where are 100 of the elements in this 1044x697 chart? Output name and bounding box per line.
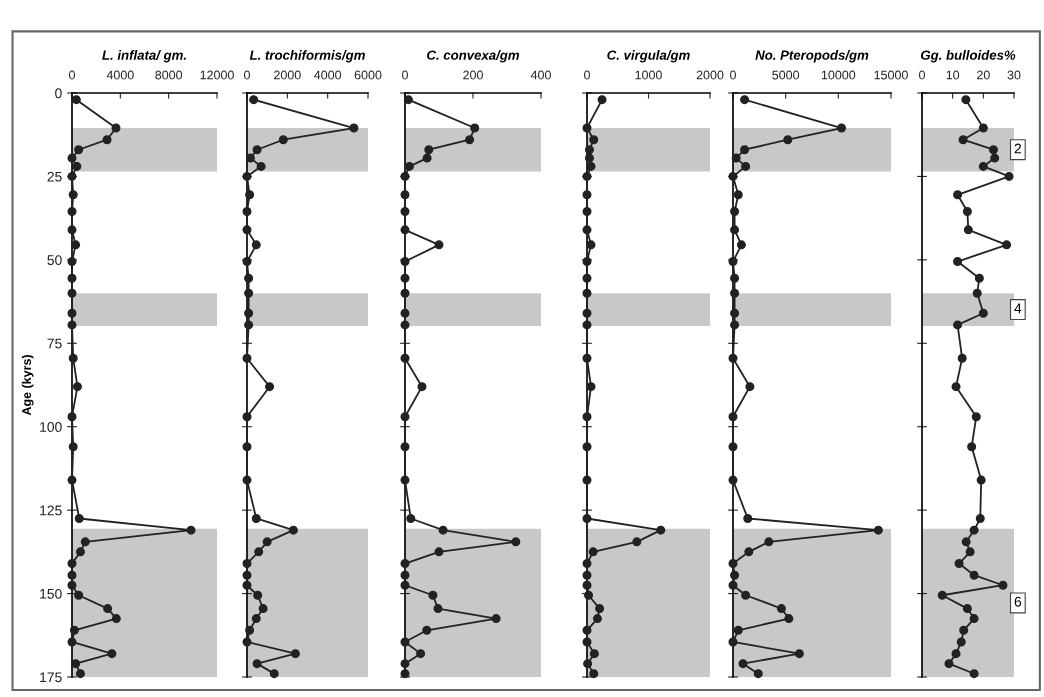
point (584, 145, 594, 155)
point (975, 513, 985, 524)
point (582, 625, 592, 635)
point (836, 123, 847, 133)
point (582, 637, 592, 647)
point (976, 475, 986, 485)
point (582, 123, 592, 133)
point (254, 547, 264, 557)
point (400, 206, 410, 216)
point (953, 320, 963, 330)
point (433, 604, 443, 614)
band-label: 4 (1014, 303, 1022, 314)
point (400, 412, 410, 422)
x-tick-label: 2000 (274, 70, 301, 80)
point (971, 412, 981, 422)
point (730, 206, 740, 216)
point (776, 604, 786, 614)
point (730, 273, 740, 283)
point (962, 604, 972, 614)
x-tick-label: 0 (244, 70, 250, 80)
point (400, 288, 410, 298)
point (584, 153, 594, 163)
chart-title: Gg. bulloides% (921, 50, 1016, 63)
point (242, 412, 252, 422)
point (252, 659, 262, 669)
point (242, 475, 252, 485)
point (582, 412, 592, 422)
point (434, 240, 444, 250)
point (400, 273, 410, 283)
point (753, 669, 763, 679)
point (242, 570, 252, 580)
point (1002, 240, 1012, 250)
point (582, 206, 592, 216)
point (406, 513, 416, 524)
point (728, 580, 738, 590)
point (242, 353, 252, 363)
point (745, 382, 755, 392)
point (428, 590, 438, 600)
point (740, 95, 750, 105)
point (951, 649, 961, 659)
x-tick-label: 10 (946, 70, 960, 80)
point (244, 273, 254, 283)
chart-title: No. Pteropods/gm (755, 50, 869, 63)
y-tick-label: 50 (47, 255, 62, 266)
point (764, 537, 774, 547)
band-label: 6 (1014, 596, 1022, 607)
point (244, 308, 254, 318)
point (582, 570, 592, 580)
point (245, 190, 255, 200)
point (242, 257, 252, 267)
point (632, 537, 642, 547)
point (961, 95, 971, 105)
point (582, 559, 592, 569)
point (730, 320, 740, 330)
point (794, 649, 804, 659)
x-tick-label: 0 (584, 70, 590, 80)
point (253, 590, 263, 600)
point (244, 288, 254, 298)
point (730, 570, 740, 580)
x-tick-label: 20 (977, 70, 990, 80)
point (957, 353, 967, 363)
point (422, 153, 432, 163)
point (728, 637, 738, 647)
point (400, 669, 410, 679)
point (730, 308, 740, 318)
point (582, 225, 592, 235)
point (511, 537, 521, 547)
point (582, 257, 592, 267)
point (417, 382, 427, 392)
point (967, 442, 977, 452)
point (962, 206, 972, 216)
point (728, 412, 738, 422)
point (256, 161, 266, 171)
point (278, 135, 288, 145)
point (400, 257, 410, 267)
point (582, 442, 592, 452)
point (738, 659, 748, 669)
point (584, 590, 594, 600)
point (245, 153, 255, 163)
point (972, 288, 982, 298)
point (251, 513, 261, 524)
x-tick-label: 6000 (354, 70, 382, 80)
point (582, 171, 592, 181)
point (400, 442, 410, 452)
point (582, 273, 592, 283)
y-tick-label: 0 (55, 88, 62, 99)
point (969, 570, 979, 580)
point (978, 161, 988, 171)
x-tick-label: 12000 (200, 70, 234, 80)
x-tick-label: 0 (919, 70, 925, 80)
point (953, 190, 963, 200)
band-label: 2 (1014, 143, 1022, 154)
point (400, 659, 410, 669)
point (728, 171, 738, 181)
y-tick-label: 100 (40, 422, 62, 432)
point (242, 171, 252, 181)
point (586, 240, 596, 250)
point (265, 382, 275, 392)
point (730, 225, 740, 235)
point (728, 442, 738, 452)
